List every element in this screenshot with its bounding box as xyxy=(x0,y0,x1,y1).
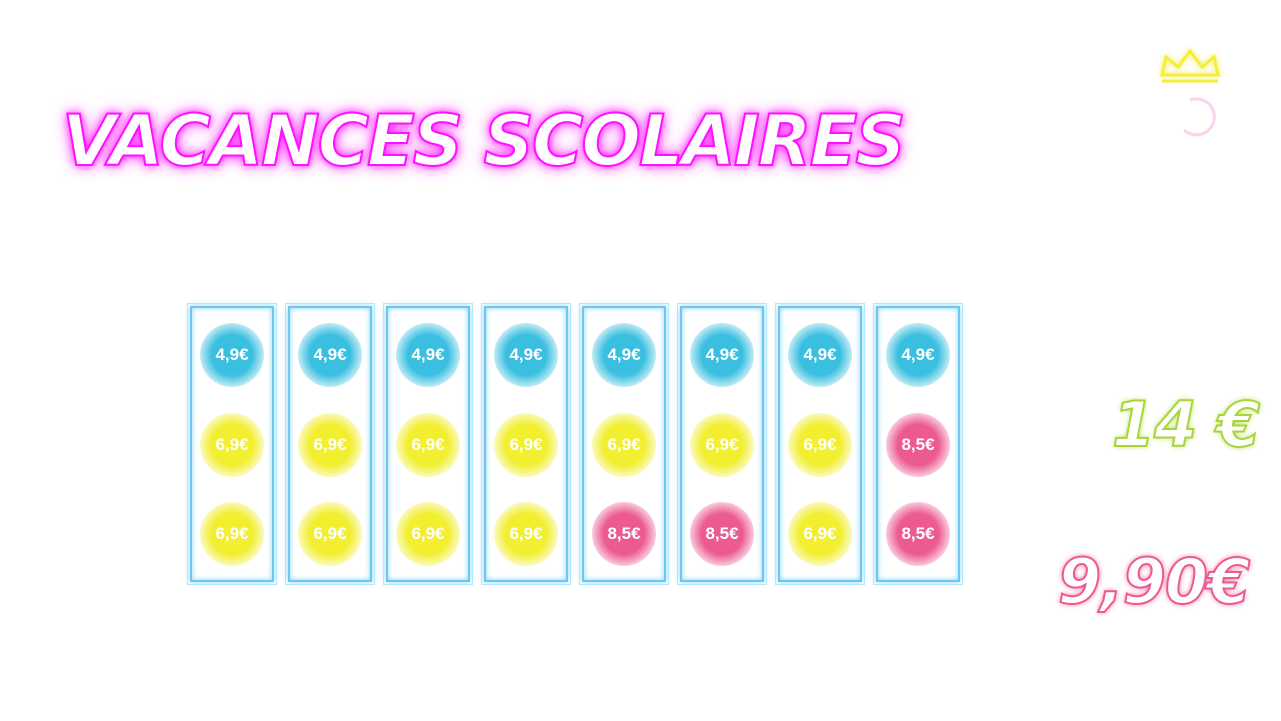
price-bubble: 6,9€ xyxy=(494,502,558,566)
side-price: 14 € xyxy=(1111,387,1261,462)
price-bubble: 8,5€ xyxy=(886,413,950,477)
price-bubble: 8,5€ xyxy=(690,502,754,566)
price-bubble: 6,9€ xyxy=(592,413,656,477)
price-column xyxy=(285,303,375,585)
price-bubble: 4,9€ xyxy=(396,323,460,387)
title: VACANCES SCOLAIRES xyxy=(61,99,907,183)
price-bubble: 4,9€ xyxy=(788,323,852,387)
price-bubble: 4,9€ xyxy=(690,323,754,387)
price-bubble: 4,9€ xyxy=(494,323,558,387)
price-bubble: 6,9€ xyxy=(690,413,754,477)
price-bubble: 4,9€ xyxy=(200,323,264,387)
price-bubble: 4,9€ xyxy=(298,323,362,387)
price-column xyxy=(775,303,865,585)
price-bubble: 6,9€ xyxy=(298,502,362,566)
side-price: 9,90€ xyxy=(1057,544,1251,619)
price-column xyxy=(579,303,669,585)
price-bubble: 6,9€ xyxy=(396,413,460,477)
price-bubble: 6,9€ xyxy=(788,502,852,566)
price-bubble: 8,5€ xyxy=(592,502,656,566)
price-bubble: 4,9€ xyxy=(886,323,950,387)
price-bubble: 6,9€ xyxy=(298,413,362,477)
price-column xyxy=(873,303,963,585)
price-bubble: 6,9€ xyxy=(494,413,558,477)
price-column xyxy=(677,303,767,585)
price-column xyxy=(187,303,277,585)
price-bubble: 6,9€ xyxy=(396,502,460,566)
price-bubble: 6,9€ xyxy=(788,413,852,477)
logo xyxy=(1160,48,1220,137)
price-bubble: 6,9€ xyxy=(200,502,264,566)
price-column xyxy=(383,303,473,585)
price-bubble: 4,9€ xyxy=(592,323,656,387)
price-bubble: 6,9€ xyxy=(200,413,264,477)
price-column xyxy=(481,303,571,585)
price-bubble: 8,5€ xyxy=(886,502,950,566)
